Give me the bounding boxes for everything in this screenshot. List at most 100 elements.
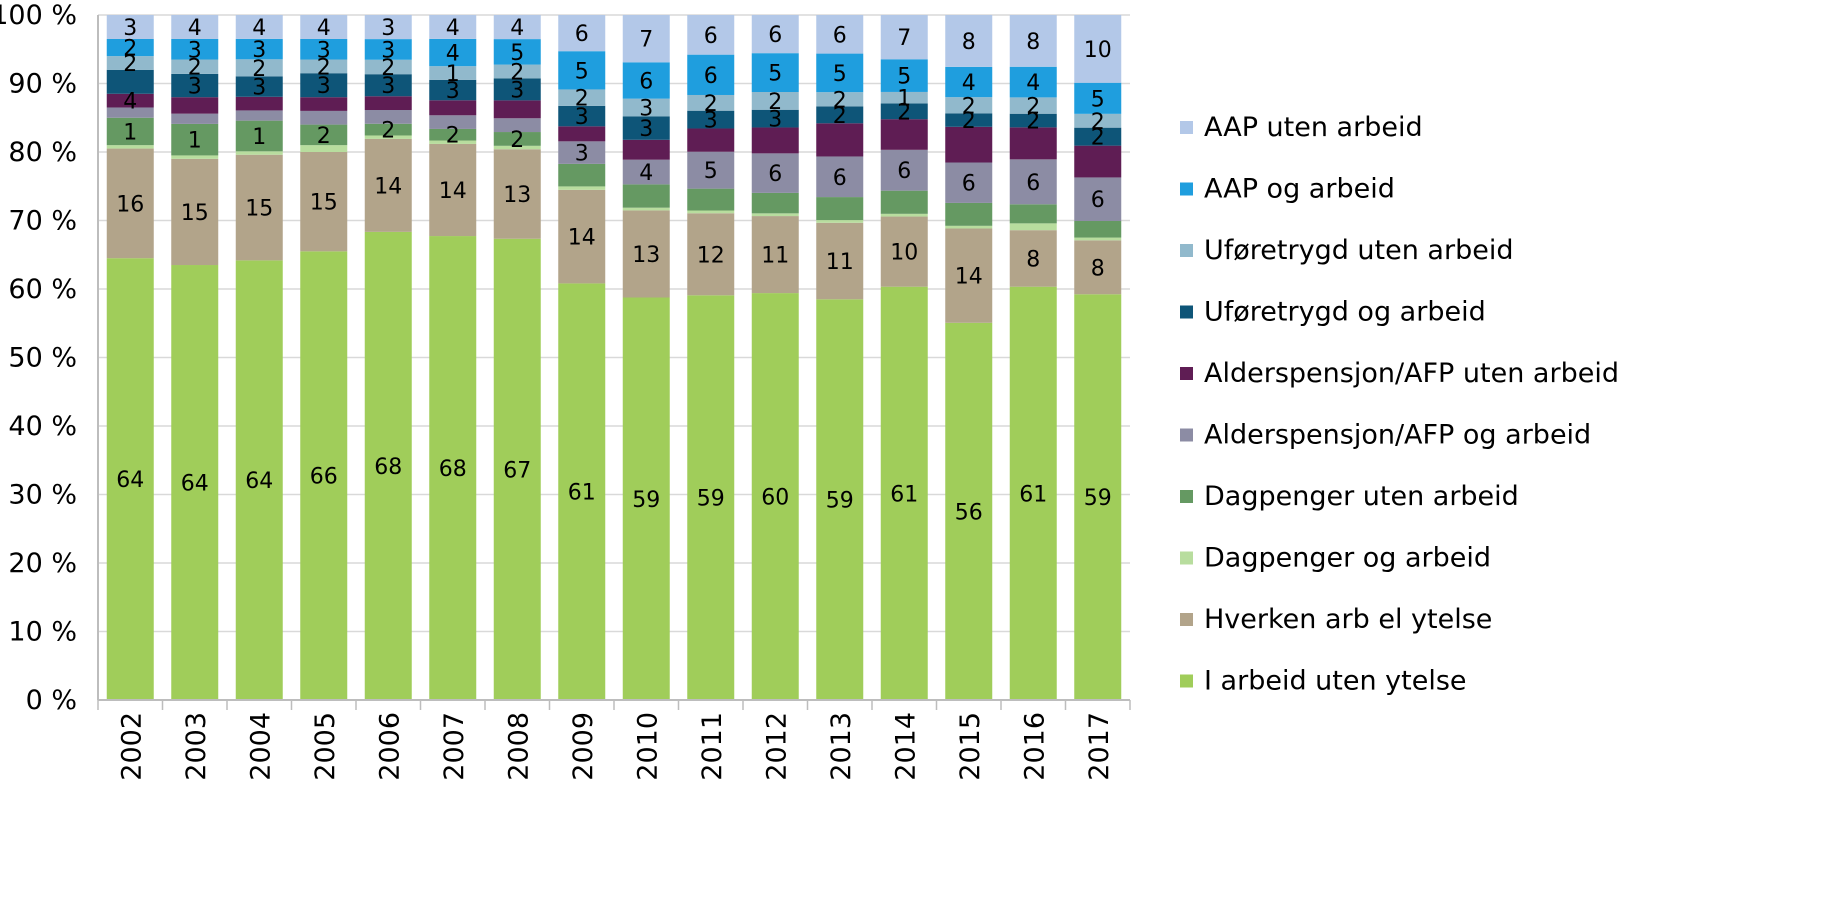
data-label: 13 [503, 183, 531, 208]
data-label: 64 [245, 469, 273, 494]
data-label: 6 [768, 162, 782, 187]
bar-segment [1074, 15, 1122, 83]
bar-segment [1009, 159, 1057, 205]
data-label: 2 [381, 56, 395, 81]
bar-segment [429, 128, 477, 141]
bar-segment [945, 322, 993, 700]
bar-segment [558, 163, 606, 187]
bar-segment [235, 120, 283, 152]
data-label: 5 [768, 62, 782, 87]
bar-segment [106, 56, 154, 70]
bar-segment [429, 38, 477, 67]
bar-segment [816, 92, 864, 107]
bar-segment [1074, 113, 1122, 128]
data-label: 11 [826, 250, 854, 275]
bar-segment [622, 139, 670, 160]
data-label: 5 [1091, 87, 1105, 112]
data-label: 6 [833, 23, 847, 48]
data-label: 7 [639, 28, 653, 53]
bar-segment [1074, 127, 1122, 146]
bar-segment [751, 293, 799, 700]
bar-segment [1009, 204, 1057, 224]
data-label: 5 [575, 59, 589, 84]
bar-segment [171, 155, 219, 159]
bar-segment [622, 62, 670, 99]
bar-segment [300, 145, 348, 152]
data-label: 3 [317, 74, 331, 99]
data-label: 60 [761, 486, 789, 511]
bar-segment [945, 202, 993, 226]
data-label: 6 [1026, 171, 1040, 196]
legend-swatch [1180, 551, 1193, 565]
data-label: 2 [1026, 110, 1040, 135]
bar-segment [880, 216, 928, 287]
bar-segment [106, 107, 154, 118]
x-tick-label: 2004 [245, 712, 276, 781]
data-label: 3 [639, 97, 653, 122]
data-label: 6 [704, 24, 718, 49]
y-tick-labels: 0 % 10 % 20 % 30 % 40 % 50 % 60 % 70 % 80 % 90 % 1… [0, 0, 77, 716]
bar-segment [300, 38, 348, 60]
bar-segment [687, 94, 735, 111]
data-label: 3 [704, 109, 718, 134]
x-tick-label: 2005 [310, 712, 341, 781]
data-label: 6 [704, 64, 718, 89]
data-label: 14 [955, 265, 983, 290]
bar-segment [300, 59, 348, 74]
data-label: 8 [962, 30, 976, 55]
legend-swatch [1180, 490, 1193, 503]
y-tick-label: 60 % [8, 274, 77, 305]
data-label: 4 [962, 71, 976, 96]
bar-segment [945, 162, 993, 203]
data-label: 2 [446, 124, 460, 149]
data-label: 10 [890, 241, 918, 266]
bar-segment [880, 149, 928, 191]
data-label: 8 [1091, 256, 1105, 281]
legend-label: Uføretrygd uten arbeid [1204, 235, 1513, 266]
data-label: 3 [252, 76, 266, 101]
bar-segment [816, 299, 864, 700]
x-tick-label: 2017 [1084, 712, 1115, 781]
data-label: 14 [374, 174, 402, 199]
bar-segment [300, 15, 348, 39]
bars [106, 15, 1122, 700]
bar-segment [945, 126, 993, 163]
data-label: 4 [317, 16, 331, 41]
data-label: 2 [1091, 110, 1105, 135]
bar-segment [816, 197, 864, 221]
bar-segment [171, 73, 219, 98]
bar-segment [1074, 240, 1122, 295]
data-label: 4 [1026, 71, 1040, 96]
data-label: 56 [955, 500, 983, 525]
bar-segment [687, 151, 735, 189]
data-label: 12 [697, 243, 725, 268]
bar-segment [558, 105, 606, 127]
bar-segment [364, 96, 412, 111]
data-label: 64 [116, 468, 144, 493]
bar-segment [558, 51, 606, 90]
legend-swatch [1180, 244, 1193, 257]
data-label: 3 [381, 16, 395, 41]
data-label: 4 [252, 16, 266, 41]
bar-segment [558, 186, 606, 190]
data-label: 61 [890, 482, 918, 507]
bar-segment [106, 15, 154, 39]
data-label: 3 [768, 108, 782, 133]
legend-label: I arbeid uten ytelse [1204, 666, 1467, 697]
legend-swatch [1180, 428, 1193, 442]
data-label: 61 [1019, 482, 1047, 507]
data-label: 3 [510, 78, 524, 103]
bar-segment [622, 207, 670, 211]
y-tick-label: 90 % [8, 69, 77, 100]
data-label: 5 [833, 62, 847, 87]
data-label: 2 [510, 60, 524, 85]
data-label: 2 [252, 57, 266, 82]
data-label: 3 [639, 117, 653, 142]
bar-segment [622, 15, 670, 63]
legend-label: Alderspensjon/AFP uten arbeid [1204, 358, 1619, 389]
data-label: 1 [897, 87, 911, 112]
bar-segment [622, 116, 670, 140]
data-label: 5 [510, 41, 524, 66]
bar-segment [235, 76, 283, 97]
